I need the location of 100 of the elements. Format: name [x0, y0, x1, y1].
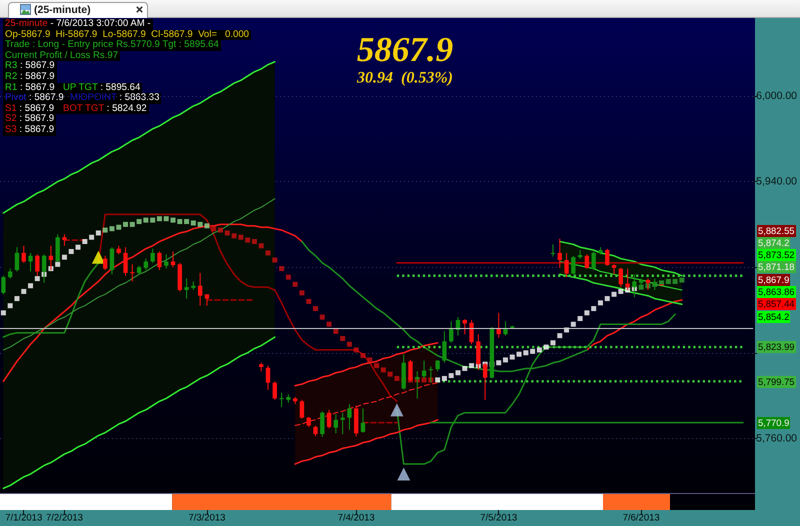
- x-tick-label: 7/6/2013: [622, 512, 660, 524]
- annotation: : 5867.9: [29, 92, 64, 104]
- candlestick: [123, 246, 128, 276]
- candlestick: [558, 238, 562, 268]
- text: 5,871.18: [757, 261, 796, 274]
- annotation: UP TGT: [63, 82, 98, 93]
- candlestick: [462, 318, 467, 335]
- text: 5,799.75: [757, 376, 796, 388]
- chart-title: 5867.9: [356, 30, 454, 69]
- annotation: Trade : Long - Entry price Rs.5770.9 Tgt : 5895.64: [5, 39, 219, 50]
- annotation: S3: [5, 124, 17, 135]
- x-tick-label: 7/5/2013: [480, 512, 518, 524]
- candlestick: [592, 251, 596, 271]
- candlestick: [164, 254, 168, 270]
- annotation: R1: [5, 82, 18, 93]
- bar: [0, 494, 172, 510]
- candlestick: [62, 234, 67, 246]
- annotation: : 5867.9: [20, 82, 55, 93]
- line-series: [2, 61, 276, 214]
- text: 5,874.2: [757, 236, 790, 249]
- candlestick: [157, 251, 162, 271]
- candlestick: [144, 258, 148, 271]
- candlestick: [652, 278, 657, 291]
- annotation: : 5824.92: [106, 102, 147, 114]
- point: [390, 403, 404, 416]
- annotation: BOT TGT: [63, 102, 104, 114]
- y-tick-label: 5,940.00: [756, 176, 798, 188]
- text: 5,854.2: [757, 310, 790, 323]
- point: [397, 468, 410, 481]
- candlestick: [584, 254, 590, 270]
- annotation: Current Profit / Loss Rs.97: [5, 50, 118, 61]
- annotation: S2: [5, 113, 17, 124]
- candlestick: [435, 359, 440, 372]
- candlestick: [130, 264, 134, 282]
- text: 30.94 (0.53%): [356, 70, 453, 86]
- candlestick: [442, 330, 447, 364]
- x-tick-label: 7/3/2013: [188, 512, 226, 524]
- candlestick: [320, 410, 324, 438]
- candlestick: [8, 268, 12, 280]
- candlestick: [279, 392, 284, 408]
- candlestick: [415, 370, 420, 399]
- candlestick: [340, 412, 345, 435]
- candlestick: [102, 255, 108, 271]
- bar: [172, 494, 392, 510]
- line-series: [294, 342, 438, 386]
- line-series: [2, 198, 276, 350]
- text: 5,823.99: [757, 341, 796, 353]
- annotation: R3: [5, 60, 18, 72]
- annotation: - 7/6/2013 3:07:00 AM -: [50, 18, 151, 29]
- candlestick: [334, 414, 338, 434]
- text: 5,863.86: [757, 286, 796, 298]
- candlestick: [306, 416, 311, 428]
- candlestick: [550, 244, 556, 257]
- candlestick: [571, 255, 576, 275]
- line-series: [294, 419, 438, 465]
- candlestick: [14, 246, 20, 272]
- annotation: : 5867.9: [20, 60, 55, 72]
- candlestick: [150, 248, 155, 264]
- candlestick: [612, 264, 616, 275]
- point: [92, 250, 105, 264]
- x-tick-label: 7/4/2013: [338, 512, 375, 524]
- candlestick: [300, 399, 304, 419]
- text: 5,867.9: [757, 274, 790, 286]
- y-tick-label: 6,000.00: [756, 90, 798, 102]
- candlestick: [313, 425, 318, 437]
- candlestick: [496, 312, 501, 338]
- annotation: 25-minute: [5, 18, 48, 29]
- x-tick-label: 7/2/2013: [46, 512, 83, 524]
- bar: [391, 494, 603, 510]
- y-tick-label: 5,760.00: [756, 432, 798, 444]
- candlestick: [564, 252, 569, 278]
- annotation: : 5867.9: [19, 124, 54, 135]
- bar: [603, 494, 670, 510]
- text: 5,857.44: [757, 298, 796, 310]
- candlestick: [618, 267, 623, 288]
- candlestick: [110, 246, 114, 275]
- annotation: : 5895.64: [100, 82, 140, 93]
- annotation: : 5867.9: [20, 71, 55, 82]
- text: 5,882.55: [757, 224, 796, 236]
- candlestick: [1, 275, 6, 295]
- candlestick: [35, 254, 40, 276]
- annotation: : 5867.9: [19, 102, 54, 114]
- candlestick: [272, 380, 277, 400]
- candlestick: [360, 408, 366, 434]
- x-tick-label: 7/1/2013: [5, 512, 42, 524]
- candlestick: [625, 268, 630, 291]
- annotation: : 5867.9: [19, 113, 54, 124]
- candlestick: [170, 251, 176, 268]
- candlestick: [326, 409, 332, 429]
- line-series: [2, 336, 276, 490]
- candlestick: [184, 278, 189, 300]
- candlestick: [449, 320, 454, 344]
- line-series: [559, 240, 683, 277]
- annotation: Op-5867.9 Hi-5867.9 Lo-5867.9 Cl-5867.9 Vol= 0.000: [5, 28, 250, 40]
- candlestick: [605, 248, 610, 266]
- candlestick: [22, 245, 26, 264]
- candlestick: [198, 272, 202, 306]
- annotation: S1: [5, 102, 17, 114]
- text: 5,873.52: [757, 249, 796, 262]
- annotation: R2: [5, 71, 18, 82]
